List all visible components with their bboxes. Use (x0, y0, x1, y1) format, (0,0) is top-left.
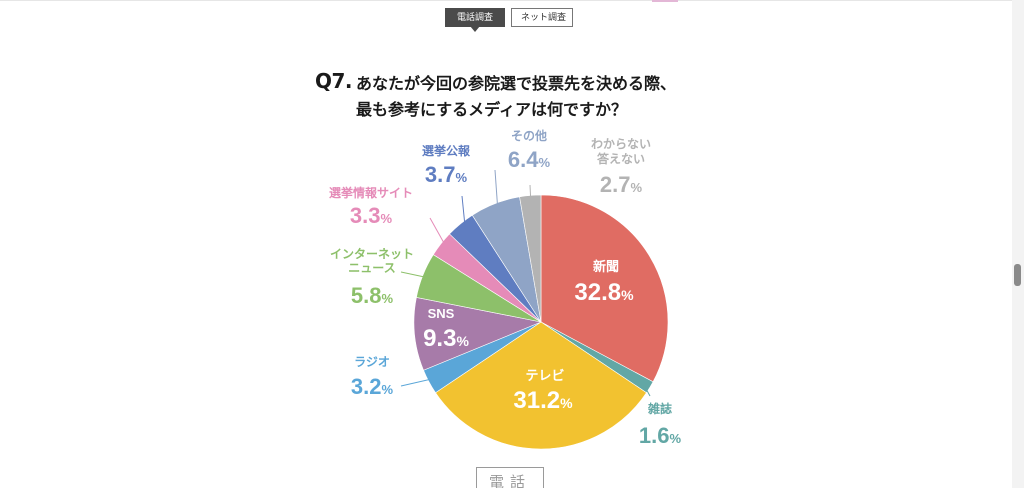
slice-label: 雑誌 (647, 401, 672, 416)
top-accent-bar (652, 0, 678, 2)
slice-label: インターネット (330, 247, 414, 261)
pie-slice (435, 321, 647, 450)
leader-line (461, 195, 466, 231)
slice-label: ラジオ (354, 355, 390, 369)
slice-label: ニュース (348, 261, 395, 275)
slice-value: 31.2% (513, 387, 573, 414)
leader-line (400, 271, 431, 279)
slice-value: 1.6% (639, 423, 682, 448)
slice-value: 3.3% (350, 203, 393, 228)
pie-slice (540, 194, 669, 383)
question-number: Q7. (315, 69, 353, 93)
slice-value: 32.8% (574, 279, 634, 306)
leader-line (494, 169, 499, 212)
slice-label: わからない (591, 137, 651, 151)
tab-phone-survey[interactable]: 電話調査 (445, 8, 505, 32)
phone-survey-label-box: 電話 (476, 467, 544, 488)
leader-line (529, 184, 532, 204)
slice-label: テレビ (525, 368, 564, 383)
slice-label: 答えない (597, 151, 645, 166)
leader-line (400, 377, 437, 387)
slice-label: その他 (511, 128, 547, 143)
slice-value: 6.4% (508, 147, 551, 172)
slice-value: 5.8% (351, 283, 394, 308)
slice-value: 3.7% (425, 162, 468, 187)
question-text: あなたが今回の参院選で投票先を決める際、 最も参考にするメディアは何ですか？ (356, 71, 716, 123)
slice-label: 選挙情報サイト (329, 185, 413, 200)
slice-value: 3.2% (351, 374, 394, 399)
phone-survey-label: 電話 (488, 473, 531, 488)
question-line-1: あなたが今回の参院選で投票先を決める際、 (356, 74, 677, 93)
scrollbar-thumb[interactable] (1014, 264, 1021, 286)
survey-tabs: 電話調査 ネット調査 (445, 8, 573, 32)
scrollbar[interactable] (1012, 0, 1024, 488)
tab-net-survey[interactable]: ネット調査 (511, 8, 573, 27)
slice-value: 2.7% (600, 172, 643, 197)
slice-label: 新聞 (593, 259, 619, 274)
slice-label: SNS (428, 306, 455, 321)
leader-line (429, 217, 448, 250)
leader-line (642, 382, 651, 397)
slice-value: 9.3% (423, 325, 469, 352)
slice-label: 選挙公報 (422, 143, 471, 158)
top-divider (0, 0, 1024, 1)
question-line-2: 最も参考にするメディアは何ですか？ (356, 100, 628, 119)
